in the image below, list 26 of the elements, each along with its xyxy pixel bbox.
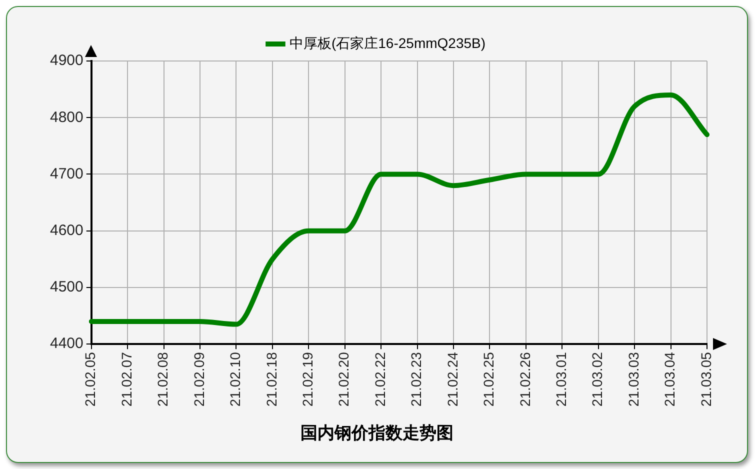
legend-label: 中厚板(石家庄16-25mmQ235B) bbox=[289, 34, 486, 51]
x-tick-label: 21.02.18 bbox=[263, 352, 280, 407]
y-tick-label: 4600 bbox=[50, 222, 84, 240]
x-tick-label: 21.03.05 bbox=[698, 352, 714, 407]
y-tick-label: 4800 bbox=[50, 108, 84, 126]
x-tick-label: 21.02.08 bbox=[154, 352, 171, 407]
x-tick-label: 21.02.19 bbox=[300, 352, 316, 407]
x-tick-label: 21.02.22 bbox=[372, 352, 388, 407]
x-tick-label: 21.03.03 bbox=[625, 352, 642, 407]
y-tick-label: 4900 bbox=[50, 52, 84, 70]
x-tick-label: 21.02.05 bbox=[82, 352, 98, 407]
x-tick-label: 21.02.20 bbox=[336, 352, 352, 407]
x-tick-label: 21.02.23 bbox=[408, 352, 424, 407]
y-tick-label: 4400 bbox=[50, 335, 84, 352]
x-tick-label: 21.02.10 bbox=[227, 352, 244, 407]
x-tick-label: 21.02.09 bbox=[190, 352, 207, 407]
x-tick-label: 21.02.25 bbox=[480, 352, 497, 407]
y-tick-label: 4500 bbox=[50, 278, 84, 296]
y-tick-label: 4700 bbox=[50, 165, 84, 182]
x-tick-label: 21.02.24 bbox=[444, 352, 460, 407]
x-tick-label: 21.03.04 bbox=[662, 352, 678, 407]
x-tick-label: 21.03.01 bbox=[553, 352, 570, 407]
x-tick-label: 21.02.26 bbox=[516, 352, 533, 407]
x-tick-label: 21.03.02 bbox=[589, 352, 606, 407]
text: 国内钢价指数走势图 bbox=[300, 423, 454, 442]
x-tick-label: 21.02.07 bbox=[118, 352, 134, 407]
